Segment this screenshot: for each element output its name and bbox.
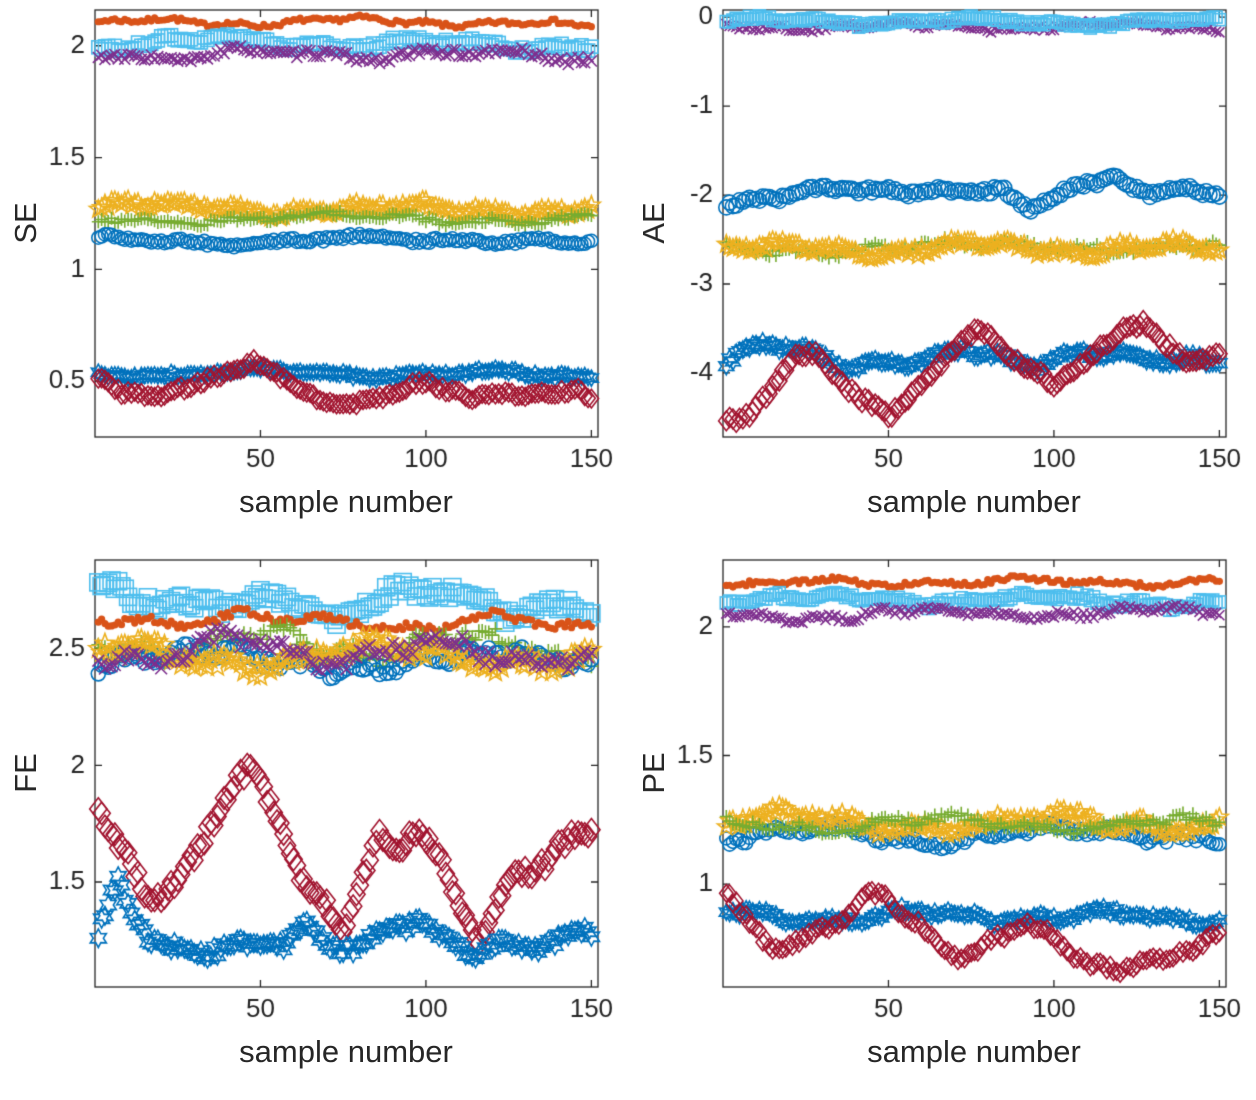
pe-y-axis-label: PE <box>636 752 671 794</box>
fe-x-axis-label: sample number <box>239 1034 453 1069</box>
subplot-pe: PE sample number <box>628 550 1256 1100</box>
fe-chart-canvas <box>0 550 628 1100</box>
subplot-ae: AE sample number <box>628 0 1256 550</box>
ae-chart-canvas <box>628 0 1256 550</box>
subplot-se: SE sample number <box>0 0 628 550</box>
fe-y-axis-label: FE <box>8 753 43 793</box>
pe-x-axis-label: sample number <box>867 1034 1081 1069</box>
se-x-axis-label: sample number <box>239 484 453 519</box>
ae-y-axis-label: AE <box>636 202 671 244</box>
subplot-fe: FE sample number <box>0 550 628 1100</box>
ae-x-axis-label: sample number <box>867 484 1081 519</box>
se-y-axis-label: SE <box>8 202 43 244</box>
pe-chart-canvas <box>628 550 1256 1100</box>
se-chart-canvas <box>0 0 628 550</box>
